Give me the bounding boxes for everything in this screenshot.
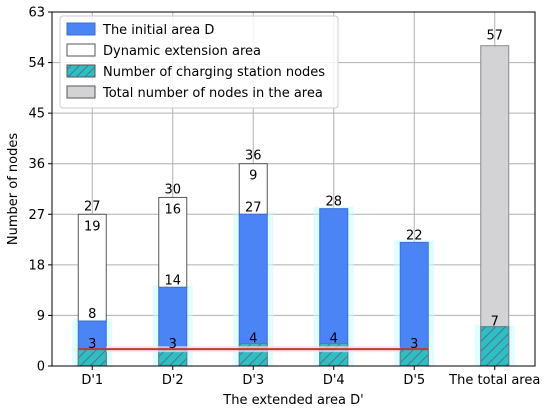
legend-box (59, 15, 339, 109)
y-axis-label: Number of nodes (6, 133, 21, 245)
reference-line-layer (78, 346, 429, 353)
legend-swatch-initial (66, 22, 96, 36)
data-label-extension: 16 (164, 202, 181, 217)
data-label-initial: 28 (325, 195, 342, 210)
data-label-extension: 19 (84, 219, 101, 234)
data-label-total: 57 (486, 29, 503, 44)
y-tick-label: 18 (28, 258, 45, 273)
y-tick-label: 54 (28, 56, 45, 71)
data-label-charging: 3 (410, 337, 418, 352)
y-tick-label: 36 (28, 157, 45, 172)
data-label-initial: 14 (164, 273, 181, 288)
data-label-charging: 3 (88, 337, 96, 352)
bars-layer (77, 45, 510, 367)
bar-initial-area (319, 208, 349, 367)
data-label-charging: 3 (169, 337, 177, 352)
y-tick-label: 9 (37, 309, 45, 324)
x-tick-label: D'3 (242, 373, 264, 388)
plot-frame (51, 11, 536, 367)
data-label-charging: 7 (491, 315, 499, 330)
y-axis-ticks: 0 9 18 27 36 45 54 63 (28, 6, 52, 375)
x-tick-label: D'5 (403, 373, 425, 388)
bar-glow-layer (72, 206, 515, 366)
data-label-extension: 9 (249, 169, 257, 184)
bar-dynamic-extension (77, 213, 107, 322)
legend-label-total: Total number of nodes in the area (102, 86, 323, 101)
x-tick-label: The total area (448, 373, 540, 388)
x-tick-label: D'2 (162, 373, 184, 388)
data-label-total: 36 (245, 149, 262, 164)
data-label-total: 30 (164, 182, 181, 197)
y-tick-label: 27 (28, 208, 45, 223)
data-label-charging: 4 (330, 332, 338, 347)
bar-total-nodes (480, 45, 510, 367)
legend: The initial area D Dynamic extension are… (59, 15, 339, 109)
data-labels-layer: 27 19 8 3 30 16 14 3 36 9 27 4 28 4 22 3 57 7 (84, 29, 503, 352)
legend-swatch-extension (66, 43, 96, 57)
y-tick-label: 63 (28, 6, 45, 21)
data-label-initial: 27 (245, 200, 262, 215)
bar-dynamic-extension (158, 196, 188, 288)
bar-initial-area (399, 241, 429, 367)
y-tick-label: 0 (37, 360, 45, 375)
legend-swatch-total (66, 85, 96, 99)
x-axis-ticks: D'1 D'2 D'3 D'4 D'5 The total area (81, 366, 540, 388)
data-label-total: 27 (84, 199, 101, 214)
legend-label-initial: The initial area D (102, 23, 214, 38)
x-axis-label: The extended area D' (222, 393, 363, 408)
data-label-initial: 22 (406, 228, 423, 243)
bar-charging-stations (480, 326, 510, 367)
data-label-charging: 4 (249, 332, 257, 347)
data-label-initial: 8 (88, 307, 96, 322)
x-tick-label: D'1 (81, 373, 103, 388)
x-tick-label: D'4 (323, 373, 345, 388)
legend-label-charging: Number of charging station nodes (103, 65, 325, 80)
bar-initial-area (238, 213, 268, 367)
legend-label-extension: Dynamic extension area (103, 44, 261, 59)
y-tick-label: 45 (28, 107, 45, 122)
legend-swatch-charging (66, 64, 96, 78)
